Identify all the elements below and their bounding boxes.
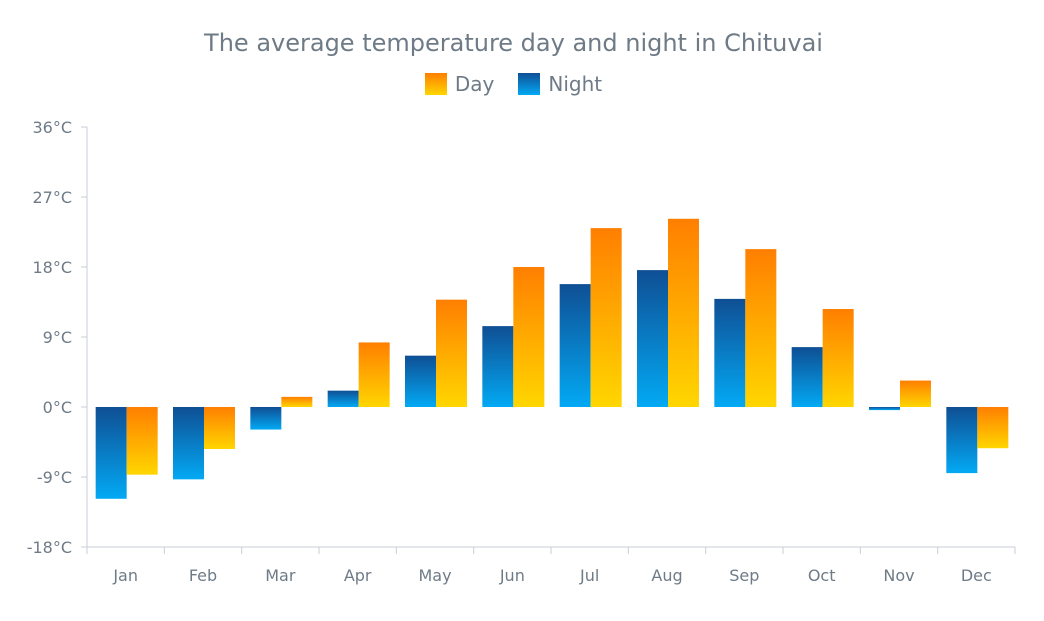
legend-swatch-day bbox=[424, 73, 447, 95]
y-tick-label: 18°C bbox=[32, 258, 72, 277]
bar-day-aug bbox=[668, 218, 699, 407]
legend-label-day: Day bbox=[454, 72, 495, 96]
bar-night-mar bbox=[250, 407, 282, 430]
x-tick-label: Jul bbox=[579, 566, 599, 585]
y-tick-label: -18°C bbox=[27, 538, 72, 557]
chart-title: The average temperature day and night in… bbox=[204, 29, 823, 57]
y-tick-label: 0°C bbox=[43, 398, 72, 417]
x-tick-label: Jan bbox=[112, 566, 138, 585]
bar-night-jan bbox=[95, 407, 127, 499]
bar-night-apr bbox=[327, 390, 359, 407]
bar-day-jul bbox=[590, 228, 622, 407]
x-tick-label: Mar bbox=[265, 566, 296, 585]
bar-day-nov bbox=[900, 380, 931, 407]
bar-night-aug bbox=[637, 270, 668, 407]
legend-swatch-night bbox=[518, 73, 541, 95]
y-tick-label: -9°C bbox=[37, 468, 72, 487]
legend-item-day[interactable]: Day bbox=[424, 72, 495, 96]
y-tick-label: 36°C bbox=[32, 118, 72, 137]
bar-night-jul bbox=[559, 284, 591, 407]
legend: Day Night bbox=[0, 72, 1027, 96]
bar-night-sep bbox=[714, 298, 746, 407]
y-tick-label: 27°C bbox=[32, 188, 72, 207]
bar-day-apr bbox=[358, 342, 390, 407]
bar-night-dec bbox=[946, 407, 978, 474]
legend-item-night[interactable]: Night bbox=[518, 72, 602, 96]
x-tick-label: Dec bbox=[961, 566, 992, 585]
x-tick-label: Aug bbox=[651, 566, 682, 585]
bar-day-mar bbox=[281, 396, 313, 407]
x-tick-label: Jun bbox=[499, 566, 525, 585]
x-tick-label: May bbox=[418, 566, 451, 585]
bar-day-jun bbox=[513, 267, 545, 407]
bar-day-jan bbox=[126, 407, 158, 475]
x-tick-label: Apr bbox=[344, 566, 372, 585]
bar-day-feb bbox=[204, 407, 235, 449]
bar-night-nov bbox=[869, 407, 900, 411]
bar-day-sep bbox=[745, 249, 777, 407]
x-tick-label: Sep bbox=[729, 566, 759, 585]
bar-day-oct bbox=[822, 309, 854, 407]
bar-night-jun bbox=[482, 326, 514, 407]
legend-label-night: Night bbox=[548, 72, 603, 96]
bar-day-dec bbox=[977, 407, 1009, 449]
bar-night-feb bbox=[173, 407, 204, 480]
bar-night-may bbox=[405, 355, 436, 407]
x-tick-label: Oct bbox=[808, 566, 836, 585]
bar-night-oct bbox=[791, 347, 823, 407]
x-tick-label: Nov bbox=[883, 566, 914, 585]
y-tick-label: 9°C bbox=[43, 328, 72, 347]
x-tick-label: Feb bbox=[189, 566, 217, 585]
bar-day-may bbox=[436, 299, 467, 407]
